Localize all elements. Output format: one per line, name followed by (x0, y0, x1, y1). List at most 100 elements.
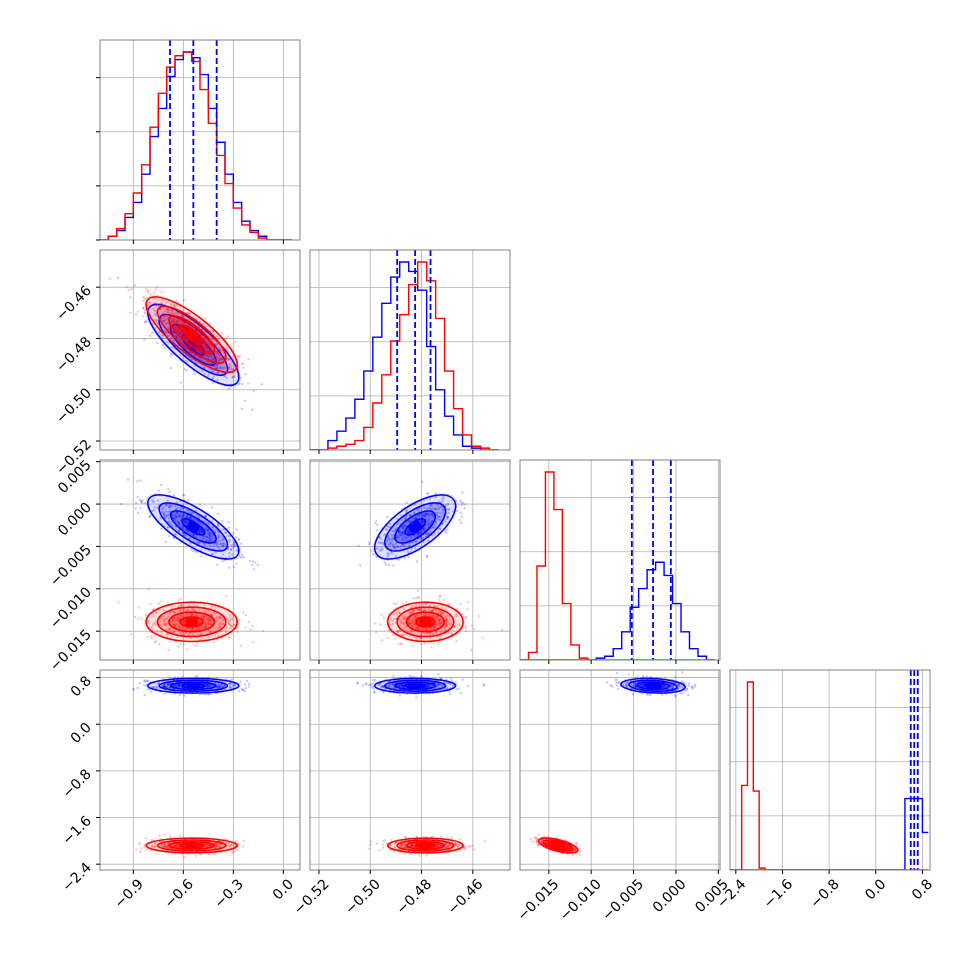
scatter-point (210, 613, 213, 617)
scatter-point (161, 845, 164, 848)
scatter-point (209, 630, 212, 634)
scatter-point (195, 345, 199, 349)
scatter-point (179, 332, 183, 335)
scatter-point (192, 609, 196, 612)
scatter-point (387, 629, 391, 632)
scatter-point (204, 515, 207, 518)
scatter-point (163, 299, 166, 302)
contour-0-0 (181, 518, 206, 536)
scatter-point (435, 605, 438, 608)
scatter-point (193, 355, 196, 358)
scatter-point (399, 514, 403, 517)
scatter-point (181, 314, 185, 317)
scatter-point (419, 521, 422, 524)
scatter-point (160, 684, 164, 688)
scatter-point (198, 351, 201, 355)
scatter-point (204, 626, 207, 630)
scatter-point (234, 684, 237, 687)
scatter-point (189, 515, 193, 519)
scatter-point (232, 845, 235, 848)
scatter-point (152, 686, 156, 689)
histogram-series-0 (100, 51, 292, 240)
scatter-point (189, 517, 193, 520)
scatter-point (426, 684, 429, 687)
scatter-point (412, 597, 415, 600)
scatter-point (422, 527, 426, 530)
scatter-point (176, 325, 180, 328)
scatter-point (205, 346, 208, 350)
scatter-point (441, 499, 445, 503)
scatter-point (400, 685, 404, 688)
scatter-point (178, 311, 182, 314)
scatter-point (203, 622, 206, 626)
scatter-point (180, 515, 183, 518)
scatter-point (184, 529, 188, 532)
scatter-point (395, 612, 399, 615)
scatter-point (142, 684, 146, 687)
scatter-point (391, 633, 395, 637)
scatter-point (149, 602, 152, 605)
scatter-point (203, 845, 206, 849)
scatter-point (235, 562, 238, 565)
scatter-point (208, 539, 212, 542)
scatter-point (400, 642, 403, 645)
scatter-point (231, 553, 234, 557)
scatter-point (438, 621, 442, 625)
scatter-point (186, 608, 189, 611)
scatter-point (410, 541, 413, 544)
scatter-point (216, 685, 219, 689)
scatter-point (415, 626, 419, 629)
scatter-point (442, 496, 446, 499)
scatter-point (461, 678, 465, 681)
scatter-point (445, 515, 449, 519)
scatter-point (146, 688, 150, 691)
scatter-point (225, 617, 229, 621)
panel-frame-2-0 (99, 459, 301, 661)
scatter-point (401, 527, 405, 530)
scatter-point (174, 625, 177, 628)
scatter-point (371, 682, 374, 685)
scatter-point (225, 842, 228, 845)
scatter-point (151, 303, 154, 307)
scatter-point (167, 627, 171, 631)
scatter-point (165, 685, 168, 688)
scatter-point (237, 539, 241, 542)
scatter-point (405, 524, 408, 527)
scatter-point (433, 533, 437, 536)
scatter-point (203, 621, 206, 624)
scatter-point (401, 684, 405, 688)
scatter-point (414, 540, 418, 544)
scatter-point (236, 370, 240, 374)
scatter-point (457, 623, 461, 627)
scatter-point (155, 611, 158, 614)
scatter-point (209, 619, 213, 622)
scatter-point (454, 615, 457, 618)
scatter-point (439, 624, 442, 628)
contour-1-2 (156, 606, 227, 638)
scatter-point (179, 685, 182, 689)
scatter-point (375, 520, 378, 523)
scatter-point (166, 313, 169, 316)
panel-frame-0-0 (99, 39, 301, 241)
scatter-point (228, 555, 231, 558)
scatter-point (385, 539, 388, 543)
scatter-point (396, 630, 399, 634)
scatter-point (173, 684, 176, 687)
scatter-point (227, 521, 230, 524)
scatter-point (216, 371, 220, 374)
scatter-point (204, 317, 207, 320)
scatter-point (227, 358, 231, 362)
scatter-point (256, 563, 259, 567)
scatter-point (215, 355, 219, 359)
scatter-point (447, 508, 451, 511)
scatter-point (182, 335, 185, 338)
scatter-point (190, 613, 194, 616)
scatter-point (164, 624, 168, 627)
scatter-point (209, 532, 212, 535)
scatter-point (196, 343, 199, 347)
scatter-point (163, 683, 166, 686)
scatter-point (129, 296, 132, 299)
scatter-point (411, 540, 415, 544)
scatter-point (211, 381, 215, 384)
scatter-point (220, 358, 223, 361)
